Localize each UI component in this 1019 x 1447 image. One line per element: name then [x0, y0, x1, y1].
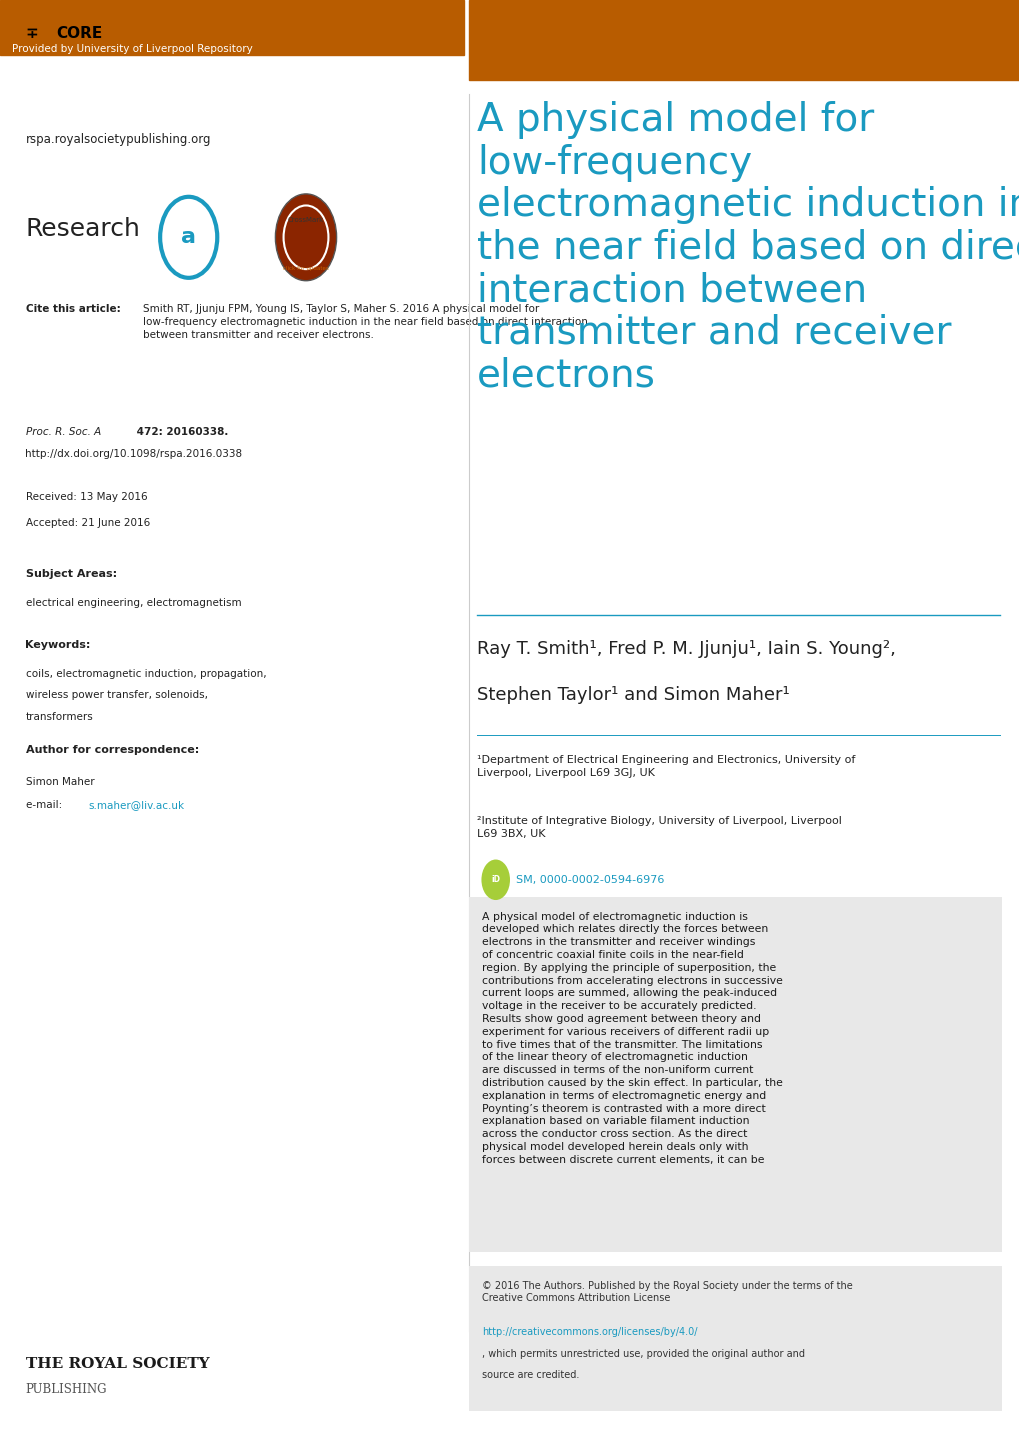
Text: a: a: [181, 227, 196, 247]
Text: THE ROYAL SOCIETY: THE ROYAL SOCIETY: [25, 1357, 209, 1372]
Text: coils, electromagnetic induction, propagation,: coils, electromagnetic induction, propag…: [25, 669, 266, 679]
Text: Author for correspondence:: Author for correspondence:: [25, 745, 199, 755]
Text: CORE: CORE: [56, 26, 102, 41]
Text: SM, 0000-0002-0594-6976: SM, 0000-0002-0594-6976: [516, 875, 663, 884]
Text: rspa.royalsocietypublishing.org: rspa.royalsocietypublishing.org: [25, 133, 211, 146]
Text: , which permits unrestricted use, provided the original author and: , which permits unrestricted use, provid…: [482, 1349, 805, 1359]
Circle shape: [481, 860, 510, 900]
Text: PUBLISHING: PUBLISHING: [25, 1383, 107, 1396]
Text: electrical engineering, electromagnetism: electrical engineering, electromagnetism: [25, 598, 240, 608]
Text: Stephen Taylor¹ and Simon Maher¹: Stephen Taylor¹ and Simon Maher¹: [477, 686, 790, 703]
Text: wireless power transfer, solenoids,: wireless power transfer, solenoids,: [25, 690, 207, 700]
Text: ∓: ∓: [25, 26, 39, 41]
Bar: [469, 897, 1001, 1252]
Text: Provided by University of Liverpool Repository: Provided by University of Liverpool Repo…: [12, 45, 253, 54]
Text: ²Institute of Integrative Biology, University of Liverpool, Liverpool
L69 3BX, U: ²Institute of Integrative Biology, Unive…: [477, 816, 842, 839]
Text: Cite this article:: Cite this article:: [25, 304, 120, 314]
Text: Received: 13 May 2016: Received: 13 May 2016: [25, 492, 147, 502]
Text: http://creativecommons.org/licenses/by/4.0/: http://creativecommons.org/licenses/by/4…: [482, 1327, 697, 1337]
Text: s.maher@liv.ac.uk: s.maher@liv.ac.uk: [89, 800, 184, 810]
Text: e-mail:: e-mail:: [25, 800, 65, 810]
Text: Ray T. Smith¹, Fred P. M. Jjunju¹, Iain S. Young²,: Ray T. Smith¹, Fred P. M. Jjunju¹, Iain …: [477, 640, 896, 657]
Text: transformers: transformers: [25, 712, 93, 722]
Circle shape: [275, 194, 336, 281]
Text: ¹Department of Electrical Engineering and Electronics, University of
Liverpool, : ¹Department of Electrical Engineering an…: [477, 755, 855, 778]
Bar: [469, 1266, 1001, 1411]
Text: click for updates: click for updates: [283, 266, 328, 271]
Text: Keywords:: Keywords:: [25, 640, 91, 650]
Text: Proc. R. Soc. A: Proc. R. Soc. A: [25, 427, 101, 437]
Text: http://dx.doi.org/10.1098/rspa.2016.0338: http://dx.doi.org/10.1098/rspa.2016.0338: [25, 449, 243, 459]
Text: Research: Research: [25, 217, 141, 242]
Text: iD: iD: [491, 875, 499, 884]
Text: A physical model for
low-frequency
electromagnetic induction in
the near field b: A physical model for low-frequency elect…: [477, 101, 1019, 394]
Bar: [469, 0, 1019, 80]
Text: A physical model of electromagnetic induction is
developed which relates directl: A physical model of electromagnetic indu…: [482, 912, 783, 1165]
Text: Smith RT, Jjunju FPM, Young IS, Taylor S, Maher S. 2016 A physical model for
low: Smith RT, Jjunju FPM, Young IS, Taylor S…: [143, 304, 587, 340]
Text: Subject Areas:: Subject Areas:: [25, 569, 116, 579]
Text: Simon Maher: Simon Maher: [25, 777, 94, 787]
Text: © 2016 The Authors. Published by the Royal Society under the terms of the
Creati: © 2016 The Authors. Published by the Roy…: [482, 1281, 852, 1302]
Bar: [0, 0, 464, 55]
Text: Accepted: 21 June 2016: Accepted: 21 June 2016: [25, 518, 150, 528]
Text: CrossMark: CrossMark: [287, 217, 324, 223]
Text: 472: 20160338.: 472: 20160338.: [132, 427, 228, 437]
Text: source are credited.: source are credited.: [482, 1370, 579, 1380]
